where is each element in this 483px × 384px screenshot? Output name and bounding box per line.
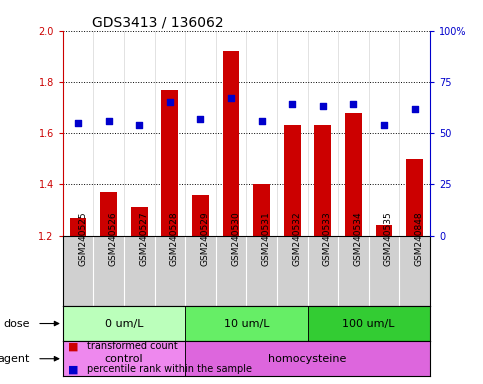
Point — [411, 106, 418, 112]
Point — [197, 116, 204, 122]
Text: homocysteine: homocysteine — [269, 354, 347, 364]
Bar — [63, 306, 185, 341]
Bar — [131, 207, 148, 235]
Point — [135, 122, 143, 128]
Bar — [284, 126, 300, 235]
Bar — [161, 89, 178, 235]
Point — [319, 103, 327, 109]
Text: GSM240526: GSM240526 — [109, 212, 118, 266]
Text: GDS3413 / 136062: GDS3413 / 136062 — [92, 16, 224, 30]
Text: 10 um/L: 10 um/L — [224, 318, 269, 329]
Bar — [406, 159, 423, 235]
Bar — [63, 341, 185, 376]
Point — [74, 120, 82, 126]
Bar — [192, 195, 209, 235]
Bar — [185, 341, 430, 376]
Bar — [345, 113, 362, 235]
Text: 0 um/L: 0 um/L — [105, 318, 143, 329]
Bar — [100, 192, 117, 235]
Point — [350, 101, 357, 108]
Text: dose: dose — [3, 318, 30, 329]
Text: transformed count: transformed count — [87, 341, 178, 351]
Text: 100 um/L: 100 um/L — [342, 318, 395, 329]
Text: GSM240533: GSM240533 — [323, 212, 332, 266]
Bar — [314, 126, 331, 235]
Bar — [376, 225, 392, 235]
Text: agent: agent — [0, 354, 30, 364]
Bar — [223, 51, 240, 235]
Text: percentile rank within the sample: percentile rank within the sample — [87, 364, 252, 374]
Text: GSM240535: GSM240535 — [384, 212, 393, 266]
Point — [166, 99, 174, 106]
Point — [227, 95, 235, 101]
Point — [288, 101, 296, 108]
Bar — [253, 184, 270, 235]
Text: ■: ■ — [68, 364, 78, 374]
Text: GSM240529: GSM240529 — [200, 212, 210, 266]
Text: GSM240530: GSM240530 — [231, 212, 240, 266]
Point — [105, 118, 113, 124]
Text: control: control — [105, 354, 143, 364]
Text: GSM240527: GSM240527 — [139, 212, 148, 266]
Text: GSM240528: GSM240528 — [170, 212, 179, 266]
Text: GSM240525: GSM240525 — [78, 212, 87, 266]
Text: GSM240531: GSM240531 — [262, 212, 270, 266]
Bar — [70, 218, 86, 235]
Text: ■: ■ — [68, 341, 78, 351]
Text: GSM240534: GSM240534 — [354, 212, 362, 266]
Point — [258, 118, 266, 124]
Text: GSM240532: GSM240532 — [292, 212, 301, 266]
Text: GSM240848: GSM240848 — [414, 212, 424, 266]
Bar — [185, 306, 308, 341]
Bar — [308, 306, 430, 341]
Point — [380, 122, 388, 128]
